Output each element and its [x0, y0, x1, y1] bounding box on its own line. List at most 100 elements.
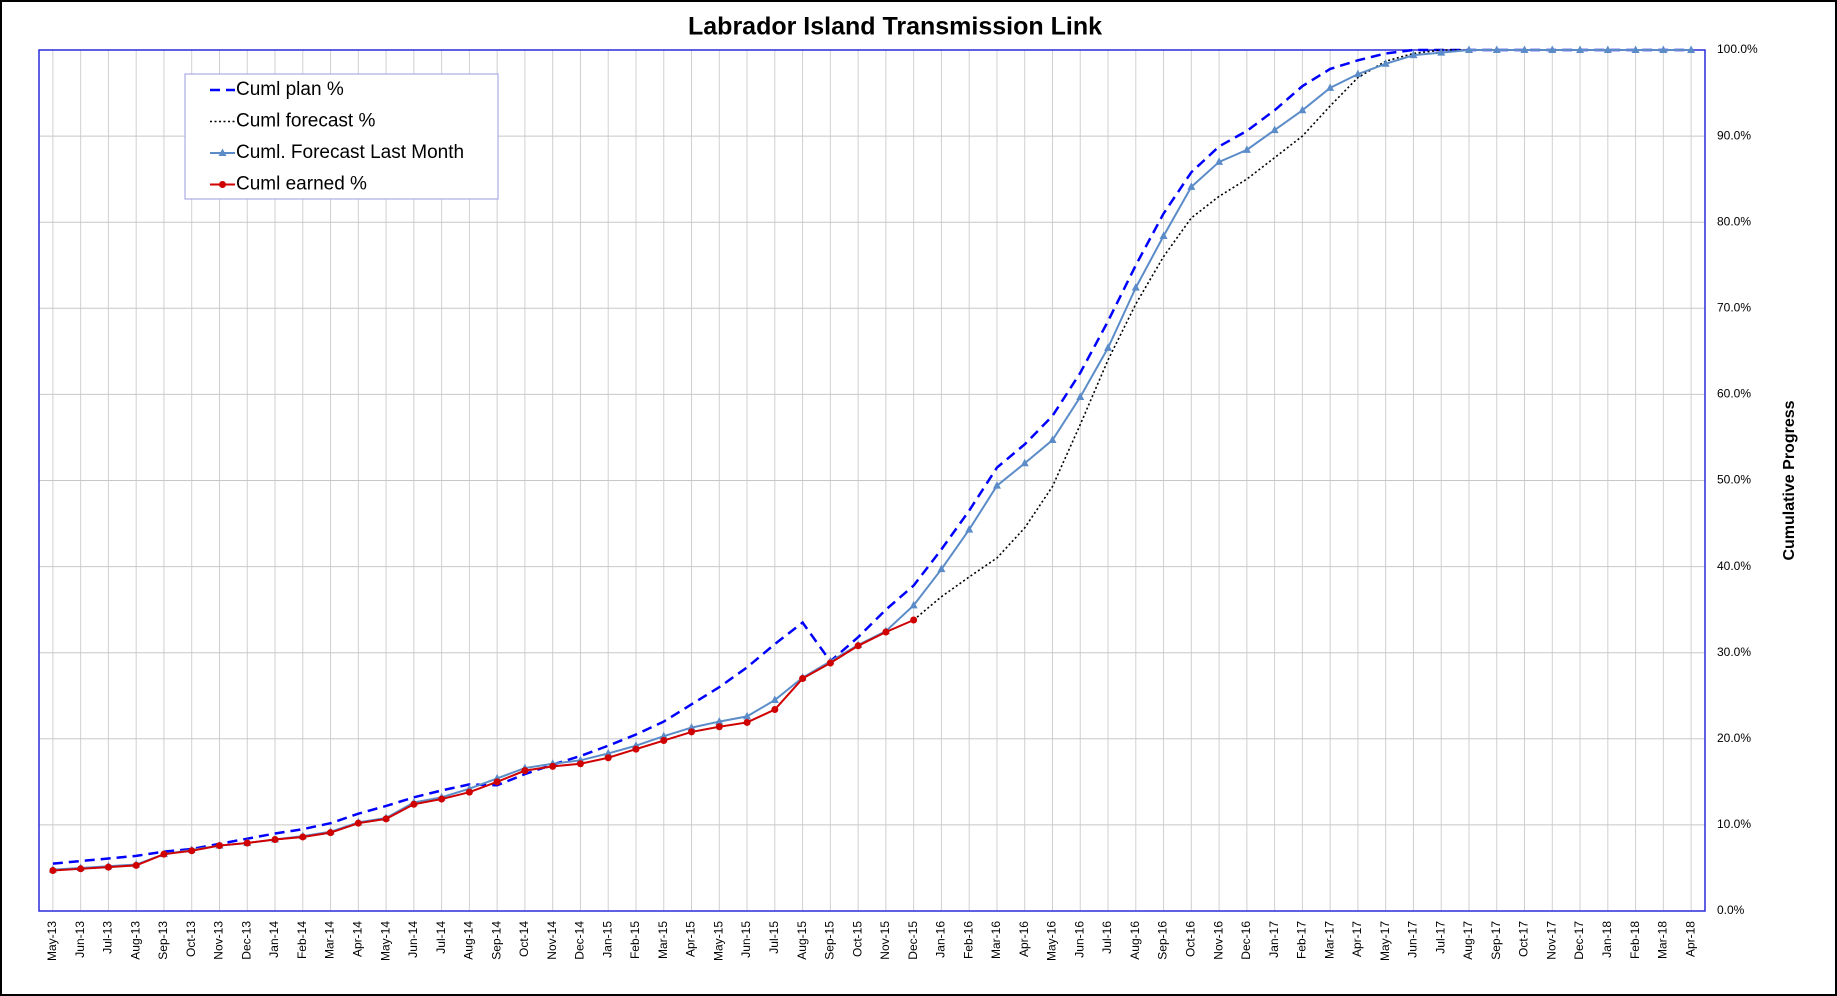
x-tick-label: Jun-16 — [1072, 921, 1086, 958]
y-tick-label: 60.0% — [1717, 387, 1751, 401]
y-tick-label: 30.0% — [1717, 645, 1751, 659]
x-tick-label: Sep-14 — [489, 921, 503, 960]
x-tick-label: Aug-14 — [462, 921, 476, 960]
y-tick-label: 90.0% — [1717, 128, 1751, 142]
legend-marker — [219, 181, 226, 188]
marker — [771, 706, 779, 714]
marker — [604, 754, 612, 762]
x-tick-label: Feb-14 — [295, 921, 309, 959]
marker — [1242, 145, 1251, 153]
legend-label: Cuml forecast % — [236, 111, 375, 132]
marker — [688, 728, 696, 736]
y-axis-title: Cumulative Progress — [1781, 400, 1798, 560]
x-tick-label: Jun-17 — [1406, 921, 1420, 958]
x-tick-label: Jul-16 — [1100, 921, 1114, 954]
marker — [1492, 45, 1501, 53]
x-tick-label: Nov-14 — [545, 921, 559, 960]
x-tick-label: May-17 — [1378, 921, 1392, 961]
x-tick-label: Apr-16 — [1017, 921, 1031, 957]
marker — [965, 525, 974, 533]
marker — [1464, 45, 1473, 53]
marker — [992, 481, 1001, 489]
marker — [937, 564, 946, 573]
marker — [49, 867, 57, 875]
marker — [354, 819, 362, 827]
x-tick-label: Dec-15 — [906, 921, 920, 960]
marker — [521, 767, 529, 775]
marker — [743, 711, 752, 720]
x-tick-label: May-16 — [1045, 921, 1059, 961]
marker — [549, 762, 557, 770]
marker — [799, 675, 807, 683]
y-tick-label: 70.0% — [1717, 300, 1751, 314]
marker — [271, 836, 279, 844]
x-tick-label: Jan-16 — [934, 921, 948, 958]
x-tick-label: Oct-15 — [850, 921, 864, 957]
x-tick-label: Mar-17 — [1322, 921, 1336, 959]
x-tick-label: Jan-17 — [1267, 921, 1281, 958]
x-tick-label: May-15 — [711, 921, 725, 961]
x-tick-label: Dec-16 — [1239, 921, 1253, 960]
series-line — [52, 48, 1692, 865]
x-tick-label: Jul-15 — [767, 921, 781, 954]
x-tick-label: Aug-13 — [128, 921, 142, 960]
x-tick-label: Mar-16 — [989, 921, 1003, 959]
marker — [77, 865, 85, 873]
marker — [1104, 343, 1113, 351]
legend-label: Cuml plan % — [236, 79, 344, 100]
marker — [910, 616, 918, 624]
x-tick-label: Jun-13 — [73, 921, 87, 958]
x-tick-label: Jun-15 — [739, 921, 753, 958]
x-tick-label: Sep-13 — [156, 921, 170, 960]
marker — [1048, 435, 1057, 444]
marker — [1187, 182, 1196, 190]
marker — [1326, 83, 1335, 91]
x-tick-label: Nov-13 — [212, 921, 226, 960]
marker — [1298, 105, 1307, 114]
marker — [104, 863, 112, 871]
marker — [659, 731, 668, 740]
x-tick-label: Oct-17 — [1517, 921, 1531, 957]
x-tick-label: Aug-16 — [1128, 921, 1142, 960]
x-tick-label: Feb-18 — [1628, 921, 1642, 959]
marker — [1520, 45, 1529, 53]
x-tick-label: Nov-16 — [1211, 921, 1225, 960]
x-tick-label: Sep-17 — [1489, 921, 1503, 960]
marker — [632, 745, 640, 753]
chart-title: Labrador Island Transmission Link — [688, 13, 1102, 41]
y-tick-label: 10.0% — [1717, 817, 1751, 831]
x-tick-label: Apr-17 — [1350, 921, 1364, 957]
marker — [188, 847, 196, 855]
x-tick-label: Oct-13 — [184, 921, 198, 957]
x-tick-label: May-13 — [45, 921, 59, 961]
y-tick-label: 100.0% — [1717, 42, 1758, 56]
marker — [604, 748, 613, 757]
marker — [160, 850, 168, 858]
x-tick-label: Apr-14 — [350, 921, 364, 957]
y-tick-label: 40.0% — [1717, 559, 1751, 573]
marker — [1437, 48, 1446, 56]
x-tick-label: Oct-16 — [1183, 921, 1197, 957]
x-tick-label: Apr-18 — [1683, 921, 1697, 957]
marker — [1020, 458, 1029, 467]
marker — [1631, 45, 1640, 53]
marker — [854, 642, 862, 650]
marker — [770, 695, 779, 704]
marker — [826, 659, 834, 667]
marker — [1353, 69, 1362, 78]
marker — [1659, 45, 1668, 53]
x-tick-label: Jan-14 — [267, 921, 281, 958]
y-tick-label: 50.0% — [1717, 473, 1751, 487]
legend-label: Cuml earned % — [236, 174, 367, 195]
x-tick-label: Jun-14 — [406, 921, 420, 958]
x-tick-label: Feb-16 — [961, 921, 975, 959]
series-line — [52, 619, 915, 872]
marker — [687, 723, 696, 731]
x-tick-label: Aug-15 — [795, 921, 809, 960]
x-tick-label: Jan-18 — [1600, 921, 1614, 958]
x-tick-label: Nov-15 — [878, 921, 892, 960]
y-tick-label: 0.0% — [1717, 903, 1745, 917]
x-tick-label: Jul-14 — [434, 921, 448, 954]
y-tick-label: 20.0% — [1717, 731, 1751, 745]
marker — [1381, 59, 1390, 67]
